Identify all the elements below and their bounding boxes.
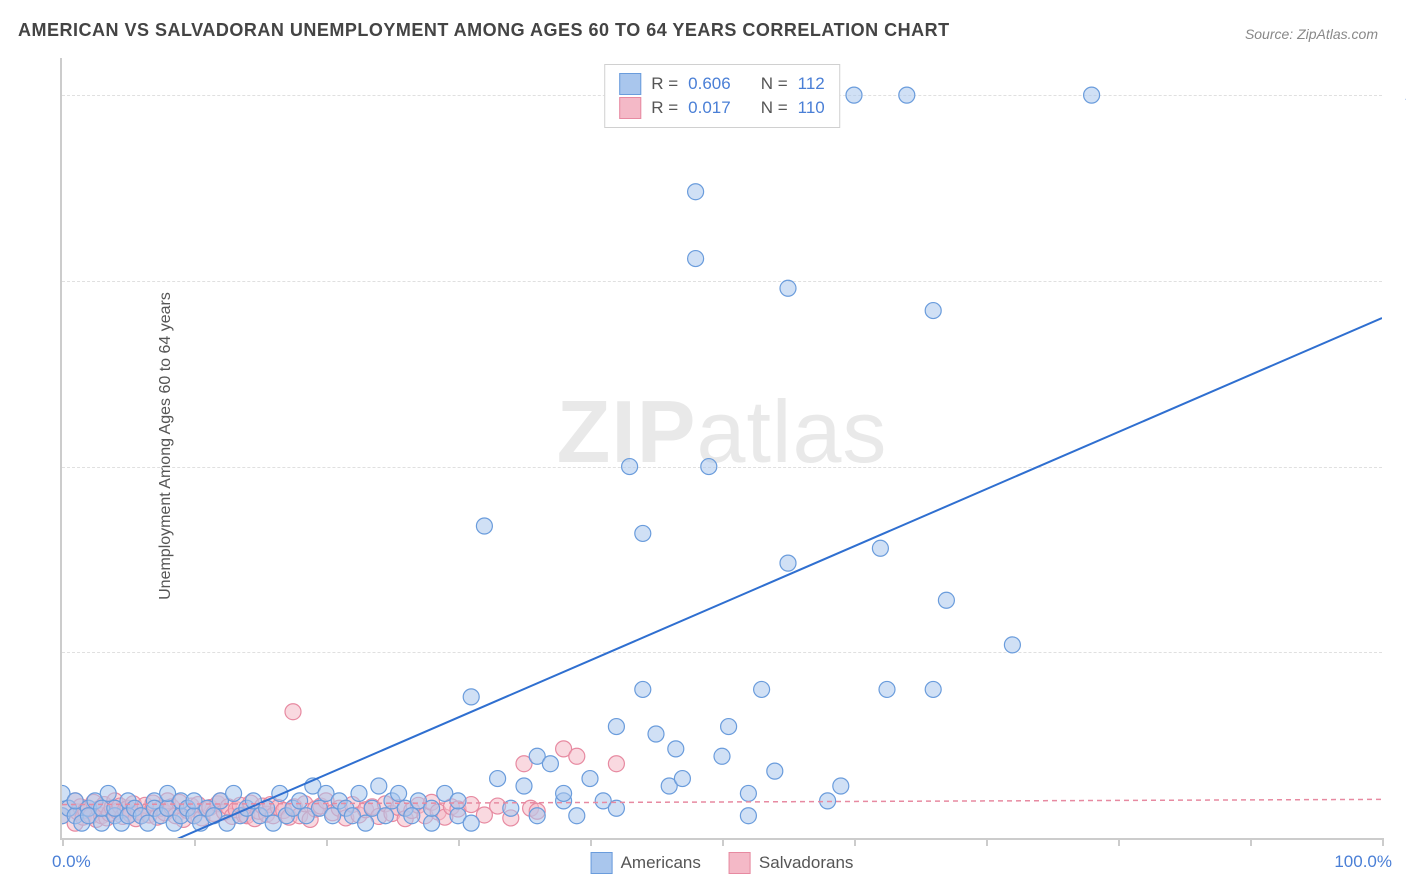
x-tick (326, 838, 328, 846)
data-point (404, 808, 420, 824)
x-tick (986, 838, 988, 846)
data-point (721, 719, 737, 735)
y-tick-label: 75.0% (1392, 271, 1406, 291)
data-point (846, 87, 862, 103)
data-point (879, 681, 895, 697)
data-point (292, 793, 308, 809)
data-point (1004, 637, 1020, 653)
data-point (285, 704, 301, 720)
data-point (371, 778, 387, 794)
data-point (463, 689, 479, 705)
data-point (1084, 87, 1100, 103)
x-tick (194, 838, 196, 846)
trend-line (128, 318, 1382, 838)
x-axis-max-label: 100.0% (1334, 852, 1392, 872)
chart-title: AMERICAN VS SALVADORAN UNEMPLOYMENT AMON… (18, 20, 950, 41)
data-point (688, 184, 704, 200)
swatch-americans (619, 73, 641, 95)
data-point (872, 540, 888, 556)
data-point (424, 815, 440, 831)
y-tick-label: 100.0% (1392, 85, 1406, 105)
data-point (351, 785, 367, 801)
data-point (754, 681, 770, 697)
source-attribution: Source: ZipAtlas.com (1245, 26, 1378, 42)
swatch-salvadorans-icon (729, 852, 751, 874)
correlation-legend: R = 0.606 N = 112 R = 0.017 N = 110 (604, 64, 840, 128)
data-point (476, 518, 492, 534)
data-point (740, 785, 756, 801)
data-point (272, 785, 288, 801)
data-point (635, 525, 651, 541)
data-point (622, 459, 638, 475)
data-point (635, 681, 651, 697)
data-point (463, 815, 479, 831)
series-legend: Americans Salvadorans (591, 852, 854, 874)
chart-container: AMERICAN VS SALVADORAN UNEMPLOYMENT AMON… (0, 0, 1406, 892)
x-tick (854, 838, 856, 846)
data-point (490, 771, 506, 787)
data-point (556, 785, 572, 801)
data-point (780, 555, 796, 571)
data-point (925, 681, 941, 697)
x-axis-min-label: 0.0% (52, 852, 91, 872)
legend-item-salvadorans: Salvadorans (729, 852, 854, 874)
legend-item-americans: Americans (591, 852, 701, 874)
data-point (925, 303, 941, 319)
swatch-americans-icon (591, 852, 613, 874)
x-tick (1250, 838, 1252, 846)
data-point (450, 793, 466, 809)
data-point (674, 771, 690, 787)
data-point (668, 741, 684, 757)
swatch-salvadorans (619, 97, 641, 119)
data-point (358, 815, 374, 831)
data-point (767, 763, 783, 779)
legend-row-salvadorans: R = 0.017 N = 110 (619, 97, 825, 119)
data-point (226, 785, 242, 801)
data-point (391, 785, 407, 801)
data-point (701, 459, 717, 475)
x-tick (1382, 838, 1384, 846)
data-point (542, 756, 558, 772)
data-point (780, 280, 796, 296)
data-point (833, 778, 849, 794)
data-point (608, 719, 624, 735)
x-tick (722, 838, 724, 846)
data-point (688, 251, 704, 267)
data-point (582, 771, 598, 787)
data-point (740, 808, 756, 824)
x-tick (458, 838, 460, 846)
y-tick-label: 50.0% (1392, 457, 1406, 477)
scatter-svg (62, 58, 1382, 838)
x-tick (62, 838, 64, 846)
data-point (569, 748, 585, 764)
x-tick (1118, 838, 1120, 846)
data-point (516, 778, 532, 794)
data-point (569, 808, 585, 824)
data-point (377, 808, 393, 824)
plot-area: ZIPatlas R = 0.606 N = 112 R = 0.017 N =… (60, 58, 1382, 840)
legend-row-americans: R = 0.606 N = 112 (619, 73, 825, 95)
data-point (648, 726, 664, 742)
x-tick (590, 838, 592, 846)
data-point (899, 87, 915, 103)
data-point (100, 785, 116, 801)
data-point (938, 592, 954, 608)
data-point (608, 756, 624, 772)
data-point (529, 808, 545, 824)
data-point (714, 748, 730, 764)
y-tick-label: 25.0% (1392, 642, 1406, 662)
